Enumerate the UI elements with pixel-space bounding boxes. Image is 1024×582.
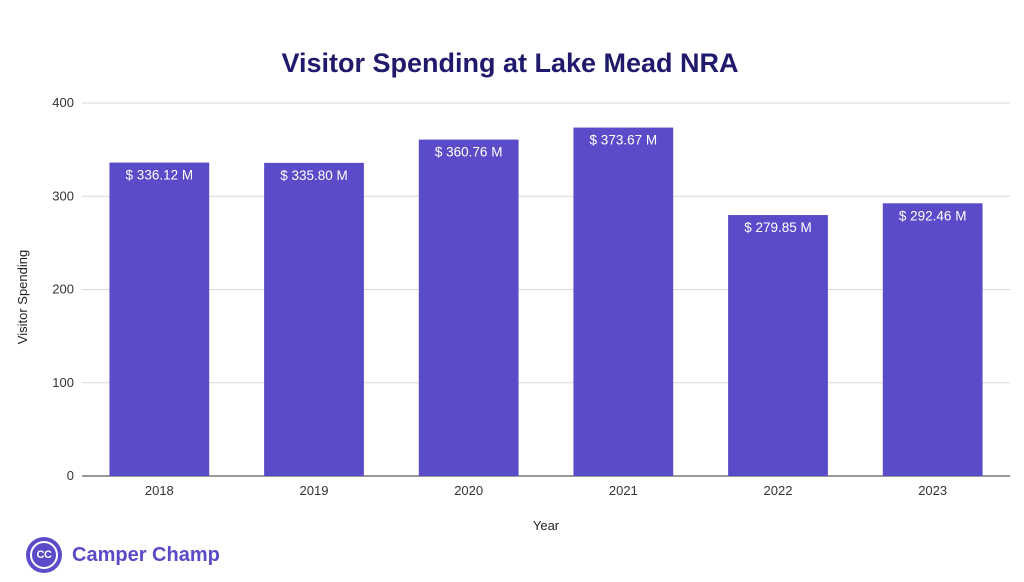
brand-name: Camper Champ [72,543,220,566]
brand-footer: CC Camper Champ [26,535,220,575]
bar-data-label: $ 335.80 M [280,168,348,183]
bar-data-label: $ 336.12 M [126,168,194,183]
y-tick-label: 0 [67,468,74,483]
bar [573,127,674,476]
bar-data-label: $ 360.76 M [435,145,503,160]
y-tick-label: 300 [52,188,74,203]
x-tick-label: 2019 [300,483,329,498]
bar [109,162,210,476]
x-axis-label: Year [533,518,560,533]
bar [418,139,519,476]
y-tick-label: 400 [52,95,74,110]
bar-data-label: $ 373.67 M [590,133,658,148]
logo-mark: CC [30,541,58,569]
bar [882,203,983,476]
bar-data-label: $ 279.85 M [744,220,812,235]
bars: $ 336.12 M $ 335.80 M $ 360.76 M $ 373.67 M… [109,127,983,477]
bar [728,215,828,477]
bar-data-label: $ 292.46 M [899,208,967,223]
x-tick-label: 2018 [145,483,174,498]
x-tick-label: 2022 [764,483,793,498]
x-axis-ticks: 2018 2019 2020 2021 2022 2023 [145,483,947,498]
gridlines [82,102,1010,477]
x-tick-label: 2021 [609,483,638,498]
chart-title: Visitor Spending at Lake Mead NRA [281,48,738,78]
x-tick-label: 2020 [454,483,483,498]
y-axis-ticks: 0 100 200 300 400 [52,95,74,483]
bar [264,162,364,476]
camper-champ-logo-icon: CC [26,537,62,573]
y-axis-label: Visitor Spending [15,250,30,344]
x-tick-label: 2023 [918,483,947,498]
y-tick-label: 100 [52,375,74,390]
y-tick-label: 200 [52,282,74,297]
